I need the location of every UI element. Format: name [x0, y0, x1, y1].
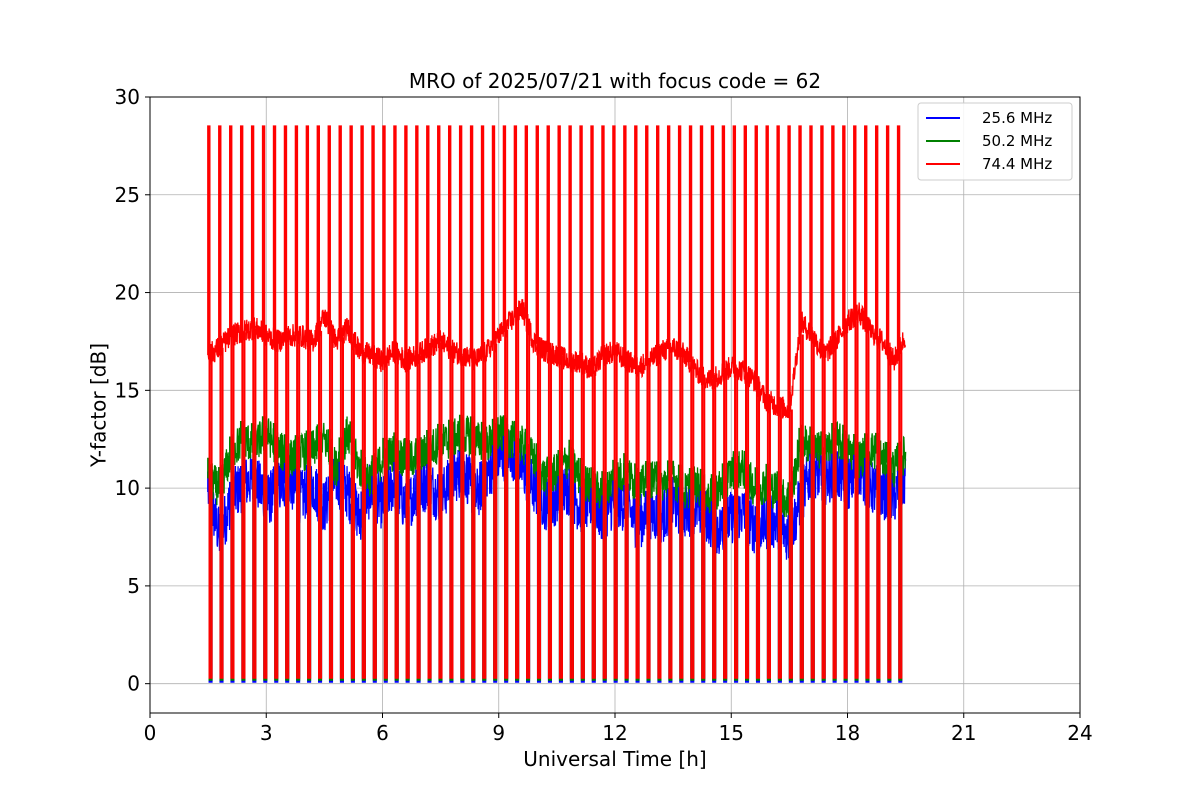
calibration-spike: [853, 125, 859, 679]
plot-area: [207, 125, 907, 683]
calibration-spike: [579, 125, 585, 679]
calibration-spike: [885, 125, 892, 679]
calibration-spike: [371, 125, 377, 679]
calibration-spike: [327, 125, 334, 679]
x-tick-label: 12: [602, 721, 627, 745]
calibration-spike: [721, 125, 728, 679]
calibration-spike: [229, 125, 235, 679]
calibration-spike: [535, 125, 542, 679]
calibration-spike: [776, 125, 782, 679]
calibration-spike: [349, 125, 355, 679]
calibration-spike: [360, 125, 366, 679]
calibration-spike: [732, 125, 739, 679]
calibration-spike: [557, 125, 563, 679]
calibration-spike: [568, 125, 574, 679]
x-axis-label: Universal Time [h]: [523, 747, 706, 771]
calibration-spike: [612, 125, 618, 679]
calibration-spike: [316, 125, 323, 679]
calibration-spike: [305, 125, 312, 679]
calibration-spike: [666, 125, 673, 679]
calibration-spike: [546, 125, 553, 679]
y-tick-label: 5: [127, 574, 140, 598]
calibration-spike: [864, 125, 870, 679]
calibration-spike: [393, 125, 399, 679]
chart-title: MRO of 2025/07/21 with focus code = 62: [409, 69, 821, 93]
calibration-spike: [458, 125, 465, 679]
legend-label: 25.6 MHz: [982, 109, 1052, 127]
calibration-spike: [480, 125, 487, 679]
calibration-spike: [831, 125, 837, 679]
calibration-spike: [426, 125, 432, 679]
calibration-spike: [601, 125, 607, 679]
calibration-spike: [437, 125, 443, 679]
legend-label: 74.4 MHz: [982, 155, 1052, 173]
legend: 25.6 MHz 50.2 MHz 74.4 MHz: [917, 102, 1073, 181]
calibration-spike: [415, 125, 421, 679]
calibration-spike: [634, 125, 640, 679]
y-tick-label: 0: [127, 672, 140, 696]
calibration-spike: [250, 125, 257, 679]
calibration-spike: [820, 125, 826, 679]
calibration-spike: [798, 125, 804, 679]
calibration-spike: [524, 125, 531, 679]
x-axis: 0 3 6 9 12 15 18 21 24: [144, 713, 1093, 745]
y-axis: 0 5 10 15 20 25 30: [115, 85, 150, 696]
calibration-spike: [590, 125, 596, 679]
calibration-spike: [294, 125, 301, 679]
x-tick-label: 21: [951, 721, 976, 745]
calibration-spike: [239, 125, 246, 679]
y-tick-label: 20: [115, 281, 140, 305]
calibration-spike: [404, 125, 410, 679]
y-tick-label: 15: [115, 378, 140, 402]
x-tick-label: 3: [260, 721, 273, 745]
legend-label: 50.2 MHz: [982, 132, 1052, 150]
calibration-spike: [699, 125, 706, 679]
calibration-spike: [491, 125, 498, 679]
calibration-spike: [809, 125, 815, 679]
calibration-spike: [469, 125, 476, 679]
y-tick-label: 25: [115, 183, 140, 207]
calibration-spike: [896, 125, 903, 679]
calibration-spike: [283, 125, 290, 679]
x-tick-label: 6: [376, 721, 389, 745]
calibration-spike: [207, 125, 213, 679]
y-tick-label: 10: [115, 476, 140, 500]
calibration-spike: [765, 125, 771, 679]
calibration-spike: [382, 125, 388, 679]
x-tick-label: 15: [719, 721, 744, 745]
x-tick-label: 0: [144, 721, 157, 745]
calibration-spike: [513, 125, 520, 679]
x-tick-label: 9: [492, 721, 505, 745]
calibration-spike: [261, 125, 268, 679]
y-tick-label: 30: [115, 85, 140, 109]
calibration-spike: [623, 125, 629, 679]
calibration-spike: [656, 125, 662, 679]
calibration-spike: [710, 125, 717, 679]
calibration-spike: [754, 125, 761, 679]
calibration-spike: [874, 125, 881, 679]
legend-box: [917, 102, 1073, 181]
calibration-spike: [842, 125, 848, 679]
calibration-spike: [688, 125, 695, 679]
x-tick-label: 18: [835, 721, 860, 745]
calibration-spike: [272, 125, 279, 679]
y-axis-label: Y-factor [dB]: [87, 343, 111, 468]
calibration-spikes: [207, 125, 903, 683]
calibration-spike: [502, 125, 509, 679]
calibration-spike: [447, 125, 454, 679]
calibration-spike: [743, 125, 750, 679]
calibration-spike: [787, 125, 793, 679]
calibration-spike: [338, 125, 344, 679]
calibration-spike: [645, 125, 651, 679]
calibration-spike: [218, 125, 224, 679]
x-tick-label: 24: [1067, 721, 1092, 745]
calibration-spike: [677, 125, 684, 679]
